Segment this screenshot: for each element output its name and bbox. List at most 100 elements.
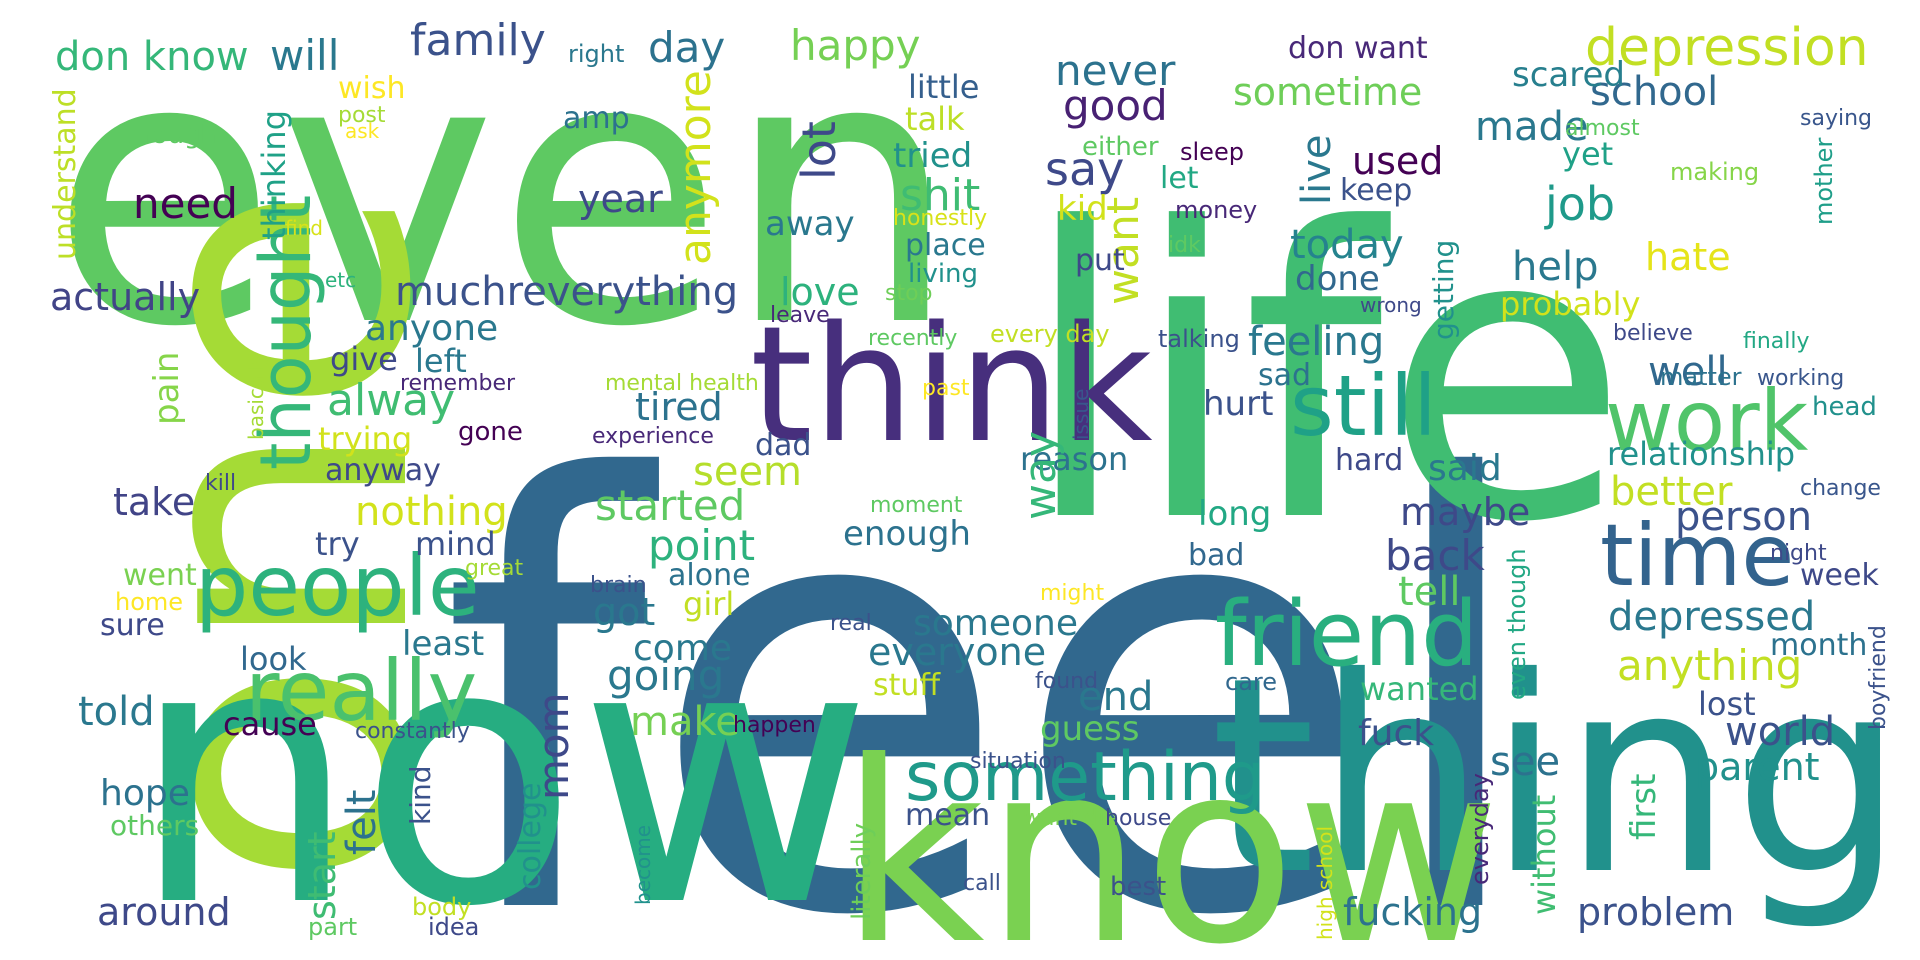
word-relationship: relationship <box>1607 435 1795 473</box>
word-least: least <box>402 624 484 664</box>
word-girl: girl <box>683 585 734 623</box>
word-best: best <box>1110 872 1166 902</box>
word-getting: getting <box>1427 240 1460 340</box>
word-might: might <box>1040 581 1104 606</box>
word-don-know: don know <box>55 34 249 80</box>
word-start: start <box>300 831 344 920</box>
word-look: look <box>240 640 307 678</box>
word-going: going <box>607 651 724 700</box>
word-first: first <box>1624 774 1664 840</box>
word-remember: remember <box>400 371 516 396</box>
word-honestly: honestly <box>893 206 987 231</box>
word-making: making <box>1670 158 1759 186</box>
word-year: year <box>578 177 663 221</box>
word-issue: issue <box>1069 389 1093 440</box>
word-people: people <box>195 537 480 635</box>
word-sad: sad <box>1258 358 1311 393</box>
word-week: week <box>1800 558 1879 593</box>
word-head: head <box>1812 392 1877 422</box>
word-lost: lost <box>1698 685 1756 723</box>
word-day: day <box>648 23 725 72</box>
word-keep: keep <box>1340 173 1412 208</box>
word-place: place <box>905 228 986 263</box>
word-great: great <box>465 556 524 581</box>
word-around: around <box>97 890 231 934</box>
word-basically: basically <box>244 353 268 440</box>
word-will: will <box>270 31 339 80</box>
word-ask: ask <box>345 119 380 143</box>
word-hurt: hurt <box>1203 384 1273 424</box>
word-give: give <box>330 340 398 378</box>
word-school: school <box>1590 69 1718 115</box>
word-moment: moment <box>870 493 963 518</box>
word-finally: finally <box>1743 329 1810 354</box>
word-put: put <box>1075 243 1125 278</box>
word-found: found <box>1035 669 1098 694</box>
word-need: need <box>133 179 238 228</box>
word-literally: literally <box>847 823 877 920</box>
word-mental-health: mental health <box>605 371 759 396</box>
word-told: told <box>78 689 155 735</box>
word-muchreverything: muchreverything <box>395 269 738 315</box>
word-amp: amp <box>563 101 630 136</box>
word-right: right <box>568 40 624 68</box>
word-lot: lot <box>792 121 846 180</box>
word-trying: trying <box>318 420 412 458</box>
word-post: post <box>338 103 386 128</box>
word-see: see <box>1490 739 1560 785</box>
word-bad: bad <box>1188 538 1244 573</box>
word-never: never <box>1055 46 1176 95</box>
word-done: done <box>1295 259 1380 299</box>
word-sleep: sleep <box>1180 138 1244 166</box>
word-guess: guess <box>1040 709 1139 749</box>
word-call: call <box>963 871 1001 896</box>
word-without: without <box>1525 795 1563 915</box>
word-anymore: anymore <box>670 70 721 265</box>
word-job: job <box>1544 177 1615 231</box>
word-talking: talking <box>1158 325 1240 353</box>
word-living: living <box>908 259 978 289</box>
word-etc: etc <box>325 268 356 292</box>
word-anything: anything <box>1617 641 1802 690</box>
word-let: let <box>1160 161 1199 196</box>
word-feel: feel <box>440 358 1538 960</box>
word-well: well <box>1648 349 1728 395</box>
word-hate: hate <box>1645 235 1731 279</box>
word-long: long <box>1198 494 1271 534</box>
word-started: started <box>595 481 745 530</box>
word-body: body <box>412 893 471 921</box>
word-actually: actually <box>50 275 200 319</box>
word-left: left <box>415 342 467 380</box>
word-mother: mother <box>1810 138 1838 225</box>
word-used: used <box>1352 139 1443 183</box>
word-say: say <box>1045 142 1124 196</box>
word-kill: kill <box>205 471 236 496</box>
word-thought: thought <box>245 195 327 470</box>
word-now: now <box>130 566 873 960</box>
word-mind: mind <box>415 525 496 563</box>
word-experience: experience <box>592 424 714 449</box>
word-think: think <box>750 291 1153 478</box>
word-mom: mom <box>529 692 578 800</box>
word-everyday: everyday <box>1466 773 1494 885</box>
word-hope: hope <box>100 773 190 814</box>
word-even-though: even though <box>1503 548 1531 700</box>
word-got: got <box>593 590 655 634</box>
word-life: life <box>1020 145 1629 610</box>
word-better: better <box>1610 469 1733 515</box>
word-talk: talk <box>905 100 965 138</box>
word-try: try <box>315 525 360 563</box>
word-almost: almost <box>1565 116 1640 141</box>
word-family: family <box>410 15 546 66</box>
word-become: become <box>631 825 655 905</box>
word-nothing: nothing <box>355 489 508 535</box>
word-away: away <box>765 204 855 244</box>
word-made: made <box>1475 104 1588 150</box>
word-don-want: don want <box>1288 31 1428 66</box>
word-person: person <box>1675 494 1812 540</box>
word-someone: someone <box>913 603 1078 644</box>
word-kid: kid <box>1057 189 1108 229</box>
word-back: back <box>1385 531 1485 580</box>
word-really: really <box>245 642 477 740</box>
